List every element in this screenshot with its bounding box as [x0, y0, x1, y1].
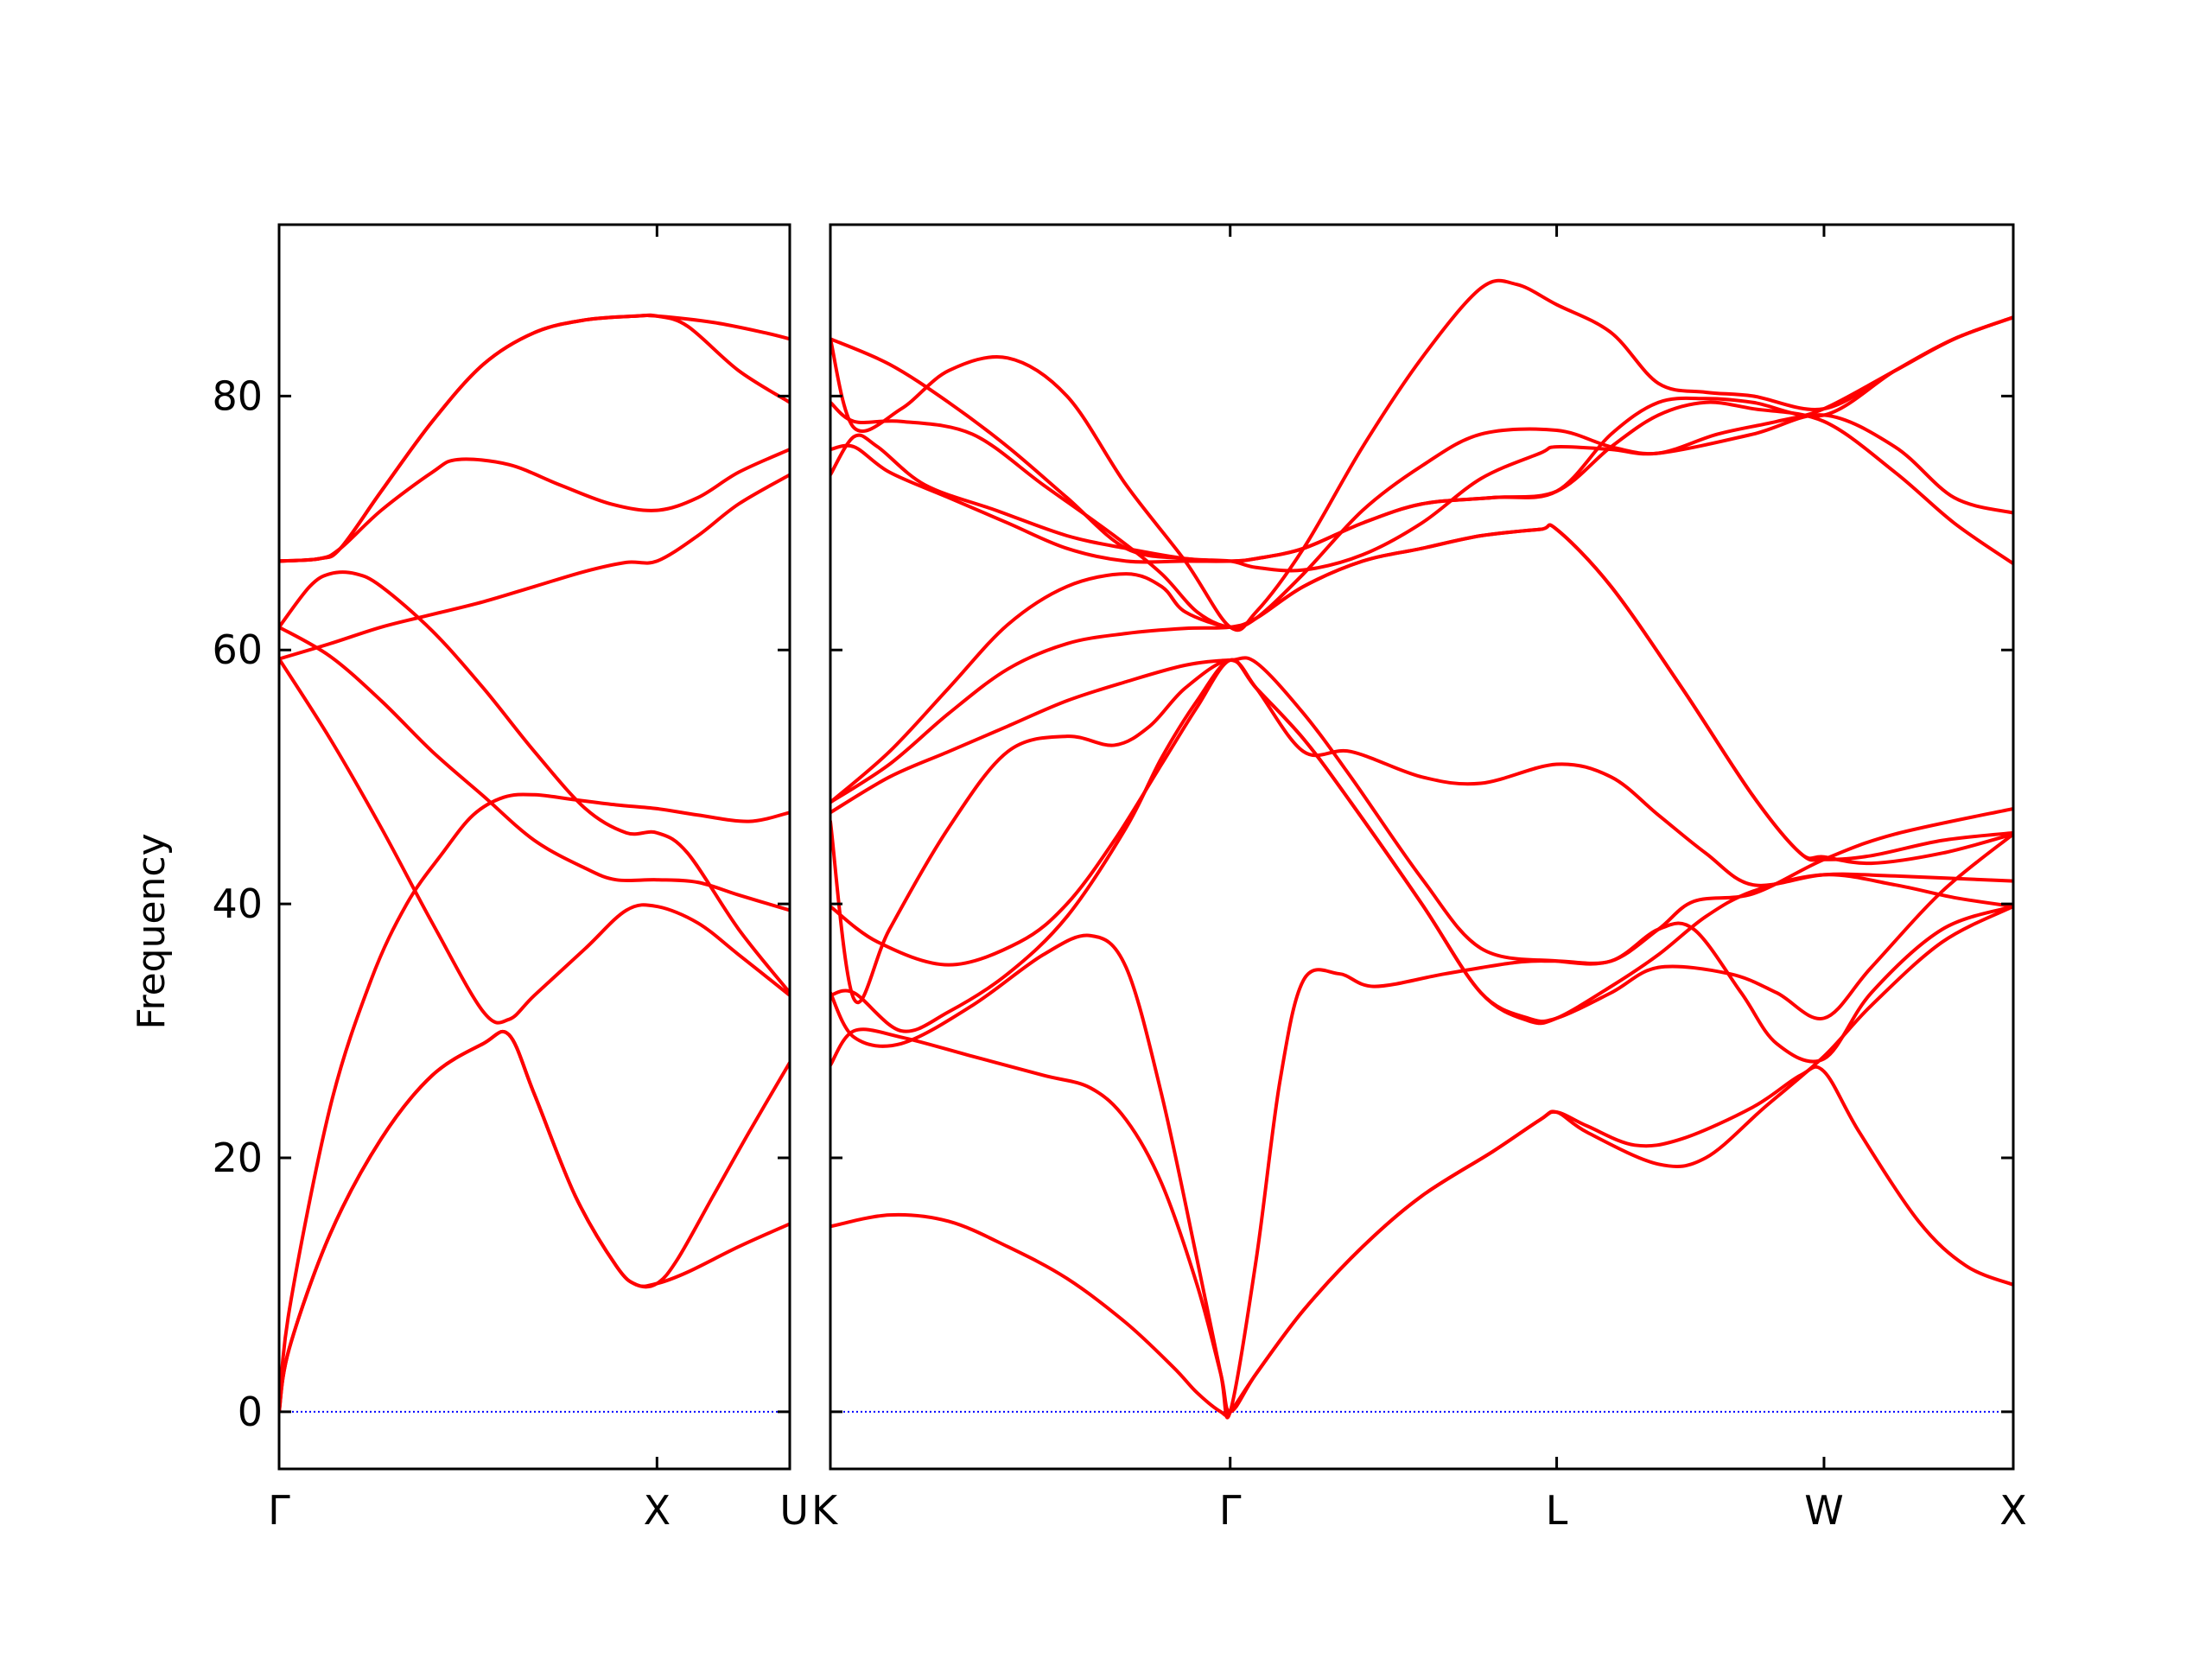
- band-line-12: [830, 315, 2013, 630]
- band-line-4: [830, 658, 2013, 1033]
- band-line-1: [279, 1029, 790, 1414]
- band-line-11: [830, 400, 2013, 566]
- y-tick-label: 0: [238, 1389, 263, 1435]
- x-tick-label: Γ: [268, 1487, 290, 1534]
- panels-layer: Γ X U K Γ L W X 0 20 40 60 80: [212, 223, 2027, 1534]
- panel-frame: [829, 223, 2015, 1471]
- band-line-10: [830, 413, 2013, 573]
- band-line-2: [279, 792, 790, 1414]
- x-tick-label: L: [1546, 1487, 1568, 1534]
- band-line-14: [830, 315, 2013, 563]
- band-line-6: [830, 658, 2013, 1004]
- band-line-7: [830, 656, 2013, 966]
- band-line-5: [830, 658, 2013, 1026]
- band-line-5: [279, 625, 790, 912]
- band-line-1: [830, 1065, 2013, 1418]
- x-tick-label: Γ: [1219, 1487, 1242, 1534]
- band-line-9: [830, 523, 2013, 866]
- band-line-2: [830, 905, 2013, 1414]
- bands: [279, 313, 790, 1414]
- x-tick-label: W: [1804, 1487, 1843, 1534]
- x-tick-label: U: [779, 1487, 809, 1534]
- y-tick-label: 40: [212, 880, 263, 927]
- x-tick-label: K: [811, 1487, 839, 1534]
- band-line-13: [830, 278, 2013, 632]
- band-line-3: [279, 1029, 790, 1414]
- band-line-10: [279, 313, 790, 563]
- x-tick-label: X: [644, 1487, 671, 1534]
- y-tick-labels: 0 20 40 60 80: [212, 372, 263, 1435]
- band-line-8: [830, 523, 2013, 862]
- band-line-7: [279, 570, 790, 995]
- y-tick-label: 20: [212, 1135, 263, 1181]
- band-line-6: [279, 473, 790, 661]
- band-line-3: [830, 905, 2013, 1420]
- bands: [830, 278, 2013, 1420]
- band-line-8: [279, 448, 790, 563]
- band-line-4: [279, 657, 790, 1025]
- x-tick-label: X: [1999, 1487, 2027, 1534]
- y-tick-label: 80: [212, 372, 263, 419]
- panel-frame: [277, 223, 791, 1471]
- y-tick-label: 60: [212, 626, 263, 673]
- y-axis-label: Frequency: [130, 833, 174, 1029]
